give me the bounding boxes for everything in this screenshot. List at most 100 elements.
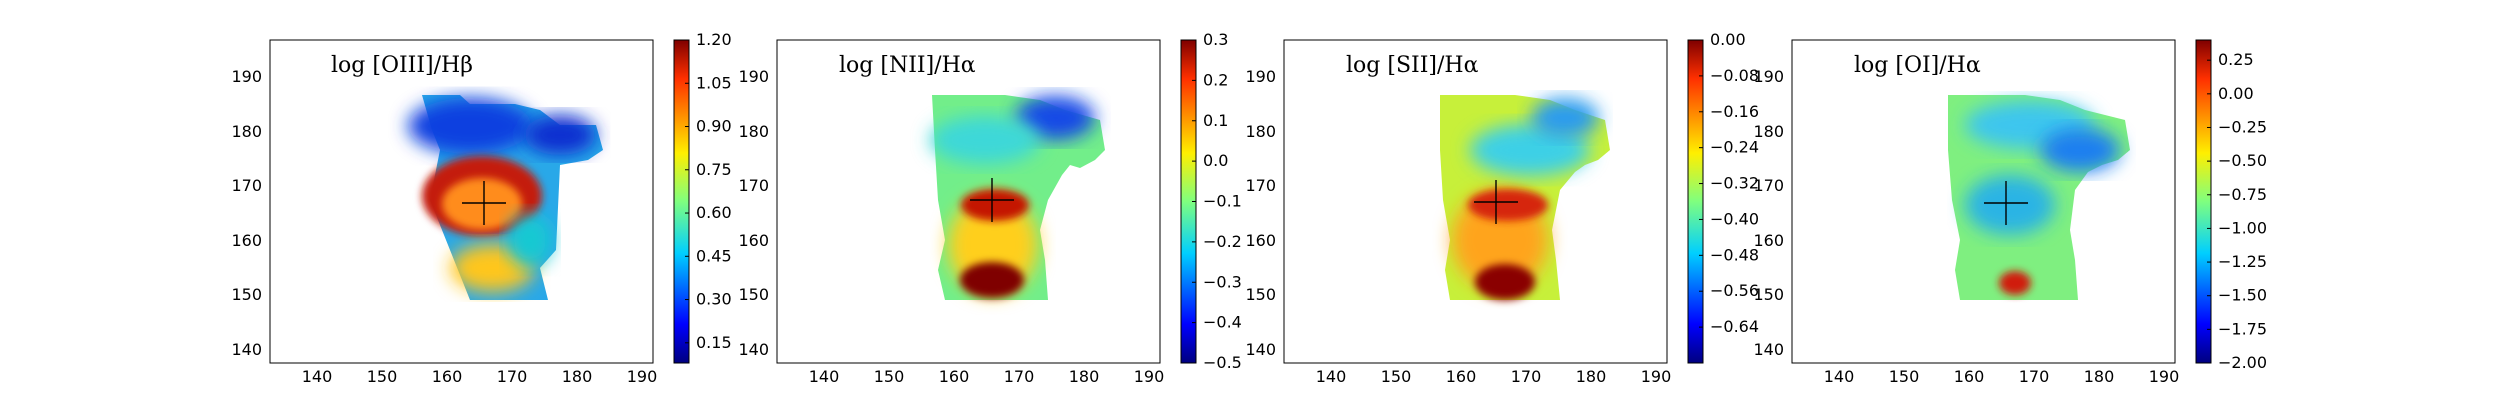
colorbar-tick-label: 0.1 [1203,111,1228,130]
colorbar: 0.25 0.00 −0.25 −0.50 −0.75 −1.00 −1.25 −1.50 −1… [2195,39,2267,372]
x-tick-label: 190 [627,367,658,386]
y-tick-label: 140 [231,340,262,359]
panel-sii-halpha: log [SII]/Hα 140 150 160 170 180 190 140… [1245,30,1759,386]
x-tick-label: 150 [1889,367,1920,386]
colorbar-tick-label: −1.25 [2218,252,2267,271]
colorbar-tick-label: −2.00 [2218,353,2267,372]
y-tick-label: 180 [1245,122,1276,141]
colorbar-tick-label: −0.75 [2218,185,2267,204]
y-tick-label: 180 [738,122,769,141]
y-tick-label: 160 [1753,231,1784,250]
y-tick-label: 140 [738,340,769,359]
colorbar-tick-label: 0.0 [1203,151,1228,170]
colorbar-tick-label: −0.56 [1710,281,1759,300]
colorbar-ticks: 0.25 0.00 −0.25 −0.50 −0.75 −1.00 −1.25 −1.50 −1… [2207,50,2267,372]
colorbar-tick-label: −0.25 [2218,117,2267,136]
y-tick-label: 180 [231,122,262,141]
x-tick-label: 160 [939,367,970,386]
y-tick-label: 190 [1753,67,1784,86]
bottom-knot [1475,264,1535,300]
x-tick-label: 150 [1381,367,1412,386]
y-tick-label: 190 [1245,67,1276,86]
center-marker [970,178,1014,222]
y-tick-labels: 140 150 160 170 180 190 [738,67,769,359]
colorbar: 0.3 0.2 0.1 0.0 −0.1 −0.2 −0.3 −0.4 −0.5 [1180,30,1242,372]
colorbar-tick-label: 0.90 [696,117,732,136]
y-tick-labels: 140 150 160 170 180 190 [1753,67,1784,359]
axes-frame [1283,39,1668,364]
upper-right-blue [1015,96,1095,140]
x-tick-label: 170 [1004,367,1035,386]
panel-oiii-hbeta: log [OIII]/Hβ 140 150 160 170 180 190 14… [231,30,731,386]
x-tick-label: 180 [1576,367,1607,386]
y-tick-label: 160 [1245,231,1276,250]
heatmap-image [930,95,1105,300]
x-tick-label: 160 [1446,367,1477,386]
x-tick-label: 150 [874,367,905,386]
y-tick-labels: 140 150 160 170 180 190 [231,67,262,359]
colorbar-tick-label: −0.16 [1710,102,1759,121]
axes-frame [1791,39,2176,364]
y-tick-label: 170 [1245,176,1276,195]
panel-title: log [OI]/Hα [1854,53,1981,78]
heatmap-image [408,95,603,300]
colorbar-tick-label: −1.00 [2218,218,2267,237]
colorbar-tick-label: −0.1 [1203,192,1242,211]
bottom-knot [960,262,1024,298]
y-tick-label: 150 [738,285,769,304]
x-tick-label: 170 [1511,367,1542,386]
colorbar-tick-label: 0.15 [696,333,732,352]
colorbar-tick-label: −1.50 [2218,286,2267,305]
colorbar-tick-label: 1.05 [696,73,732,92]
colorbar-tick-label: 0.00 [2218,84,2254,103]
y-tick-label: 170 [738,176,769,195]
mid-scatter [1965,175,2055,235]
colorbar-tick-label: −0.40 [1710,209,1759,228]
y-tick-label: 190 [738,67,769,86]
y-tick-label: 190 [231,67,262,86]
colorbar-tick-label: 0.45 [696,246,732,265]
x-tick-label: 140 [302,367,333,386]
x-tick-label: 140 [809,367,840,386]
center-marker [1474,180,1518,224]
x-tick-label: 160 [432,367,463,386]
y-tick-labels: 140 150 160 170 180 190 [1245,67,1276,359]
colorbar: 1.20 1.05 0.90 0.75 0.60 0.45 0.30 0.15 [673,30,732,364]
colorbar-tick-label: −1.75 [2218,319,2267,338]
x-tick-label: 160 [1954,367,1985,386]
heatmap-image [1948,95,2130,300]
y-tick-label: 160 [231,231,262,250]
colorbar-tick-label: 0.30 [696,290,732,309]
colorbar-tick-label: −0.24 [1710,138,1759,157]
colorbar-ticks: 0.00 −0.08 −0.16 −0.24 −0.32 −0.40 −0.48 −0.56 −… [1699,30,1759,336]
lower-right-patch [508,214,552,266]
colorbar-tick-label: −0.32 [1710,174,1759,193]
colorbar-tick-label: 0.75 [696,160,732,179]
colorbar-tick-label: −0.4 [1203,313,1242,332]
y-tick-label: 140 [1753,340,1784,359]
upper-right-blue [1531,98,1599,138]
central-knot [1468,189,1548,221]
bottom-knot [1999,271,2031,295]
center-marker [462,181,506,225]
colorbar-tick-label: −0.5 [1203,353,1242,372]
upper-right-blue [2040,128,2120,172]
colorbar-gradient [673,39,690,364]
y-tick-label: 150 [231,285,262,304]
top-right-lobe [524,115,596,155]
colorbar-tick-label: −0.48 [1710,245,1759,264]
x-tick-labels: 140 150 160 170 180 190 [1824,367,2180,386]
y-tick-label: 160 [738,231,769,250]
colorbar-tick-label: −0.08 [1710,66,1759,85]
x-tick-label: 180 [2084,367,2115,386]
panel-title: log [NII]/Hα [839,53,976,78]
y-tick-label: 150 [1245,285,1276,304]
colorbar-ticks: 1.20 1.05 0.90 0.75 0.60 0.45 0.30 0.15 [685,30,732,352]
x-tick-label: 190 [1641,367,1672,386]
x-tick-label: 150 [367,367,398,386]
x-tick-label: 170 [2019,367,2050,386]
panel-title: log [SII]/Hα [1346,53,1479,78]
panel-oi-halpha: log [OI]/Hα 140 150 160 170 180 190 140 … [1753,39,2267,386]
y-tick-label: 150 [1753,285,1784,304]
